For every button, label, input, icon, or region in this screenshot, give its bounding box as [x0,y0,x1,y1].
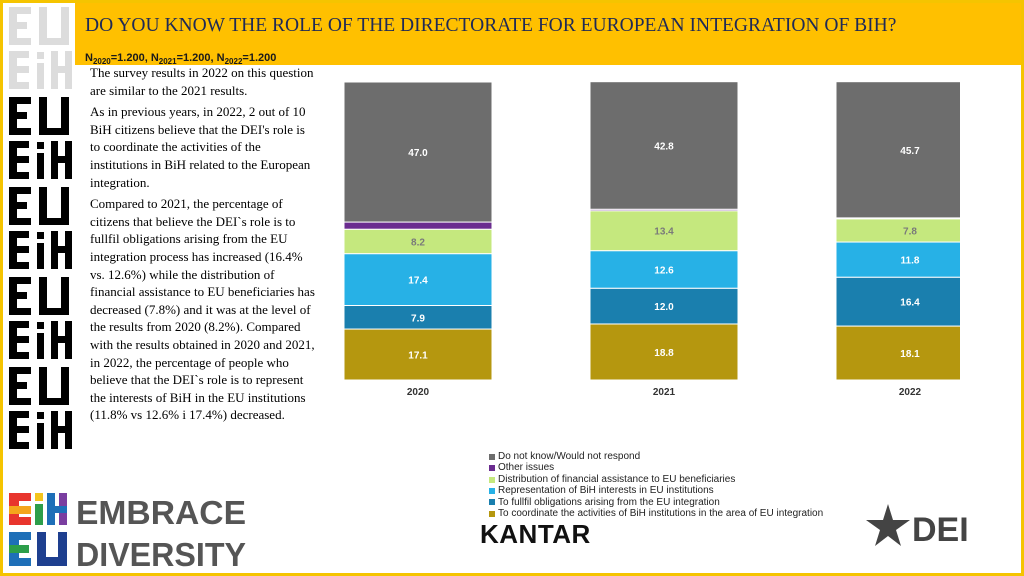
bar-segment-2021-s5 [589,81,739,210]
diversity-text: DIVERSITY [76,536,246,570]
commentary-paragraph-1: The survey results in 2022 on this quest… [90,65,314,98]
value-label-2020-s2: 17.4 [408,276,428,287]
legend-label: To coordinate the activities of BiH inst… [498,508,824,520]
value-label-2020-s1: 7.9 [411,313,425,324]
legend-swatch [489,510,495,517]
value-label-2020-s3: 8.2 [411,237,425,248]
value-label-2022-s2: 11.8 [901,256,920,267]
bar-segment-2022-s5 [835,81,960,219]
sample-size-line: N2020=1.200, N2021=1.200, N2022=1.200 [85,52,276,66]
bar-segment-2021-s3 [589,210,739,252]
embrace-diversity-logo: EMBRACE DIVERSITY [6,490,251,573]
legend-item: Do not know/Would not respond [489,451,823,462]
stacked-bar-chart: 17.17.917.48.22.447.0202018.812.012.613.… [343,81,960,398]
legend-swatch [489,465,495,472]
sample-size-2022: N2022=1.200 [216,52,277,67]
bar-segment-2020-s0 [343,328,493,381]
legend-item: Representation of BiH interests in EU in… [489,485,823,496]
value-label-2022-s1: 16.4 [900,298,920,309]
x-tick-label-2020: 2020 [407,387,430,398]
legend-swatch [489,476,495,483]
chart-legend: Do not know/Would not respond Other issue… [489,451,823,519]
kantar-logo: KANTAR [480,519,591,549]
value-label-2021-s1: 12.0 [654,302,674,313]
legend-swatch [489,499,495,506]
bar-segment-2022-s2 [835,241,960,278]
value-label-2021-s5: 42.8 [654,141,674,152]
legend-label: Representation of BiH interests in EU in… [498,485,714,497]
bar-segment-2021-s2 [589,250,739,289]
page-title: DO YOU KNOW THE ROLE OF THE DIRECTORATE … [85,15,897,36]
legend-swatch [489,453,495,460]
commentary-paragraph-2: As in previous years, in 2022, 2 out of … [90,104,311,190]
legend-label: To fullfil obligations arising from the … [498,496,720,508]
sample-size-2020: N2020=1.200, [85,52,151,67]
x-tick-label-2022: 2022 [899,387,922,398]
title-banner: DO YOU KNOW THE ROLE OF THE DIRECTORATE … [75,3,1021,66]
bar-segment-2022-s0 [835,325,960,381]
value-label-2021-s0: 18.8 [654,348,674,359]
commentary-paragraph-3: Compared to 2021, the percentage of citi… [90,196,315,423]
legend-item: Distribution of financial assistance to … [489,474,823,485]
bar-segment-2020-s4 [343,221,493,230]
embrace-text: EMBRACE [76,494,246,531]
value-label-2022-s0: 18.1 [900,349,920,360]
value-label-2020-s0: 17.1 [408,351,428,362]
sample-size-2021: N2021=1.200, [150,52,217,67]
legend-item: To fullfil obligations arising from the … [489,497,823,508]
dei-text: DEI [912,511,969,549]
decorative-eu-bih-pattern [3,3,75,483]
value-label-2022-s5: 45.7 [900,146,920,157]
legend-swatch [489,487,495,494]
legend-item: To coordinate the activities of BiH inst… [489,508,823,519]
x-tick-label-2021: 2021 [653,387,676,398]
value-label-2021-s2: 12.6 [654,265,674,276]
bar-segment-2022-s1 [835,276,960,327]
legend-label: Do not know/Would not respond [498,451,641,462]
value-label-2021-s3: 13.4 [654,227,674,238]
value-label-2020-s5: 47.0 [408,148,428,159]
value-label-2022-s3: 7.8 [903,226,917,237]
legend-label: Distribution of financial assistance to … [498,473,736,485]
legend-label: Other issues [498,462,555,474]
commentary-text: The survey results in 2022 on this quest… [90,64,316,428]
dei-logo: DEI [866,500,991,556]
bar-segment-2020-s5 [343,81,493,223]
bar-segment-2022-s3 [835,218,960,243]
bih-eu-logo-mark [9,493,67,566]
legend-item: Other issues [489,462,823,473]
